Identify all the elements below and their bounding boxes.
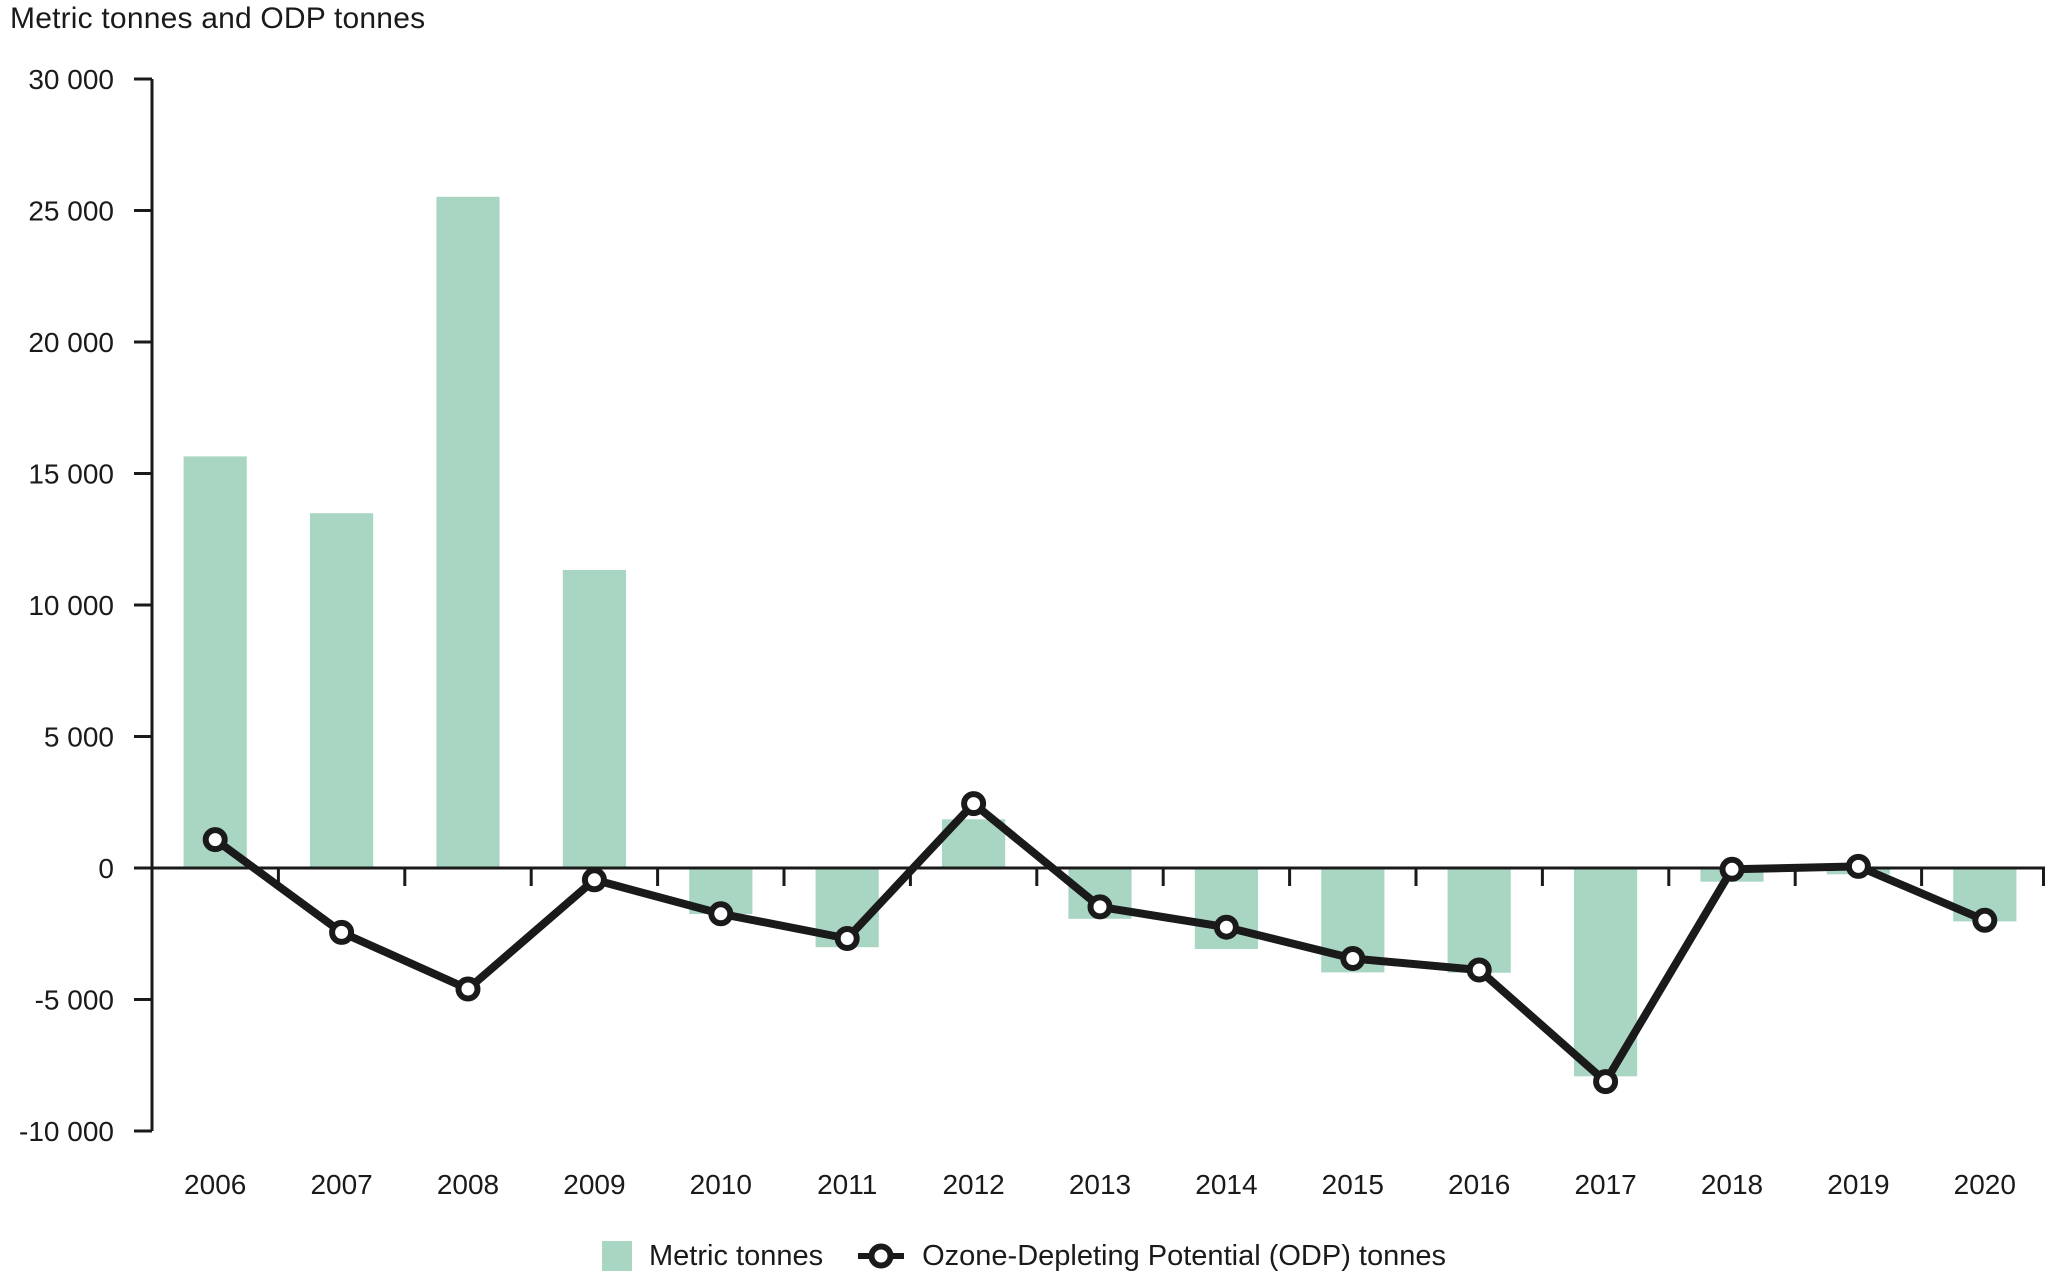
odp-marker-2007 (329, 919, 355, 945)
odp-markers (202, 791, 1998, 1095)
x-axis-labels: 2006 2007 2008 2009 2010 2011 2012 2013 2014 2015… (184, 1169, 2016, 1200)
x-label-2015: 2015 (1322, 1169, 1384, 1200)
y-tick-label: 0 (98, 853, 114, 884)
x-label-2013: 2013 (1069, 1169, 1131, 1200)
legend-item-odp-tonnes: Ozone-Depleting Potential (ODP) tonnes (857, 1240, 1446, 1273)
x-label-2006: 2006 (184, 1169, 246, 1200)
x-label-2018: 2018 (1701, 1169, 1763, 1200)
x-label-2019: 2019 (1827, 1169, 1889, 1200)
bar-2016 (1447, 868, 1511, 973)
bar-2006 (183, 456, 247, 868)
legend-item-metric-tonnes: Metric tonnes (602, 1240, 823, 1273)
odp-marker-2015 (1340, 946, 1366, 971)
odp-marker-2013 (1087, 894, 1113, 920)
x-label-2011: 2011 (817, 1169, 877, 1200)
x-label-2014: 2014 (1195, 1169, 1257, 1200)
odp-marker-2014 (1213, 914, 1239, 940)
odp-marker-2018 (1719, 856, 1745, 882)
y-tick-label: 25 000 (28, 196, 114, 227)
legend-bar-swatch (602, 1241, 633, 1271)
y-tick-label: 20 000 (28, 327, 114, 358)
odp-marker-2010 (708, 901, 734, 927)
bar-2007 (310, 513, 374, 868)
y-tick-label: 15 000 (28, 459, 114, 490)
legend: Metric tonnes Ozone-Depleting Potential … (0, 1234, 2048, 1278)
y-tick-label: -5 000 (35, 985, 114, 1016)
line-marker-icon (857, 1242, 905, 1270)
odp-marker-2020 (1972, 907, 1998, 933)
bar-2008 (436, 196, 500, 869)
odp-marker-2012 (961, 791, 987, 817)
x-label-2010: 2010 (690, 1169, 752, 1200)
x-label-2017: 2017 (1574, 1169, 1636, 1200)
legend-label-odp-tonnes: Ozone-Depleting Potential (ODP) tonnes (922, 1239, 1446, 1272)
x-label-2020: 2020 (1954, 1169, 2016, 1200)
chart-title: Metric tonnes and ODP tonnes (10, 2, 426, 35)
y-tick-label: -10 000 (19, 1116, 114, 1147)
x-label-2007: 2007 (310, 1169, 372, 1200)
bars-metric-tonnes (183, 196, 2017, 1077)
y-axis: 30 000 25 000 20 000 15 000 10 000 5 000 0 -5 0… (19, 64, 154, 1147)
x-label-2012: 2012 (942, 1169, 1004, 1200)
y-tick-label: 10 000 (28, 590, 114, 621)
odp-marker-2019 (1845, 853, 1871, 879)
legend-label-metric-tonnes: Metric tonnes (649, 1239, 824, 1272)
x-label-2008: 2008 (437, 1169, 499, 1200)
bar-2009 (562, 570, 626, 868)
x-label-2009: 2009 (563, 1169, 625, 1200)
odp-marker-2006 (202, 827, 228, 853)
odp-marker-2009 (581, 867, 607, 893)
y-tick-label: 5 000 (44, 722, 114, 753)
x-label-2016: 2016 (1448, 1169, 1510, 1200)
odp-marker-2011 (834, 926, 860, 951)
y-tick-label: 30 000 (28, 64, 114, 95)
odp-marker-2016 (1466, 957, 1492, 983)
odp-marker-2017 (1593, 1069, 1619, 1095)
odp-marker-2008 (455, 976, 481, 1002)
